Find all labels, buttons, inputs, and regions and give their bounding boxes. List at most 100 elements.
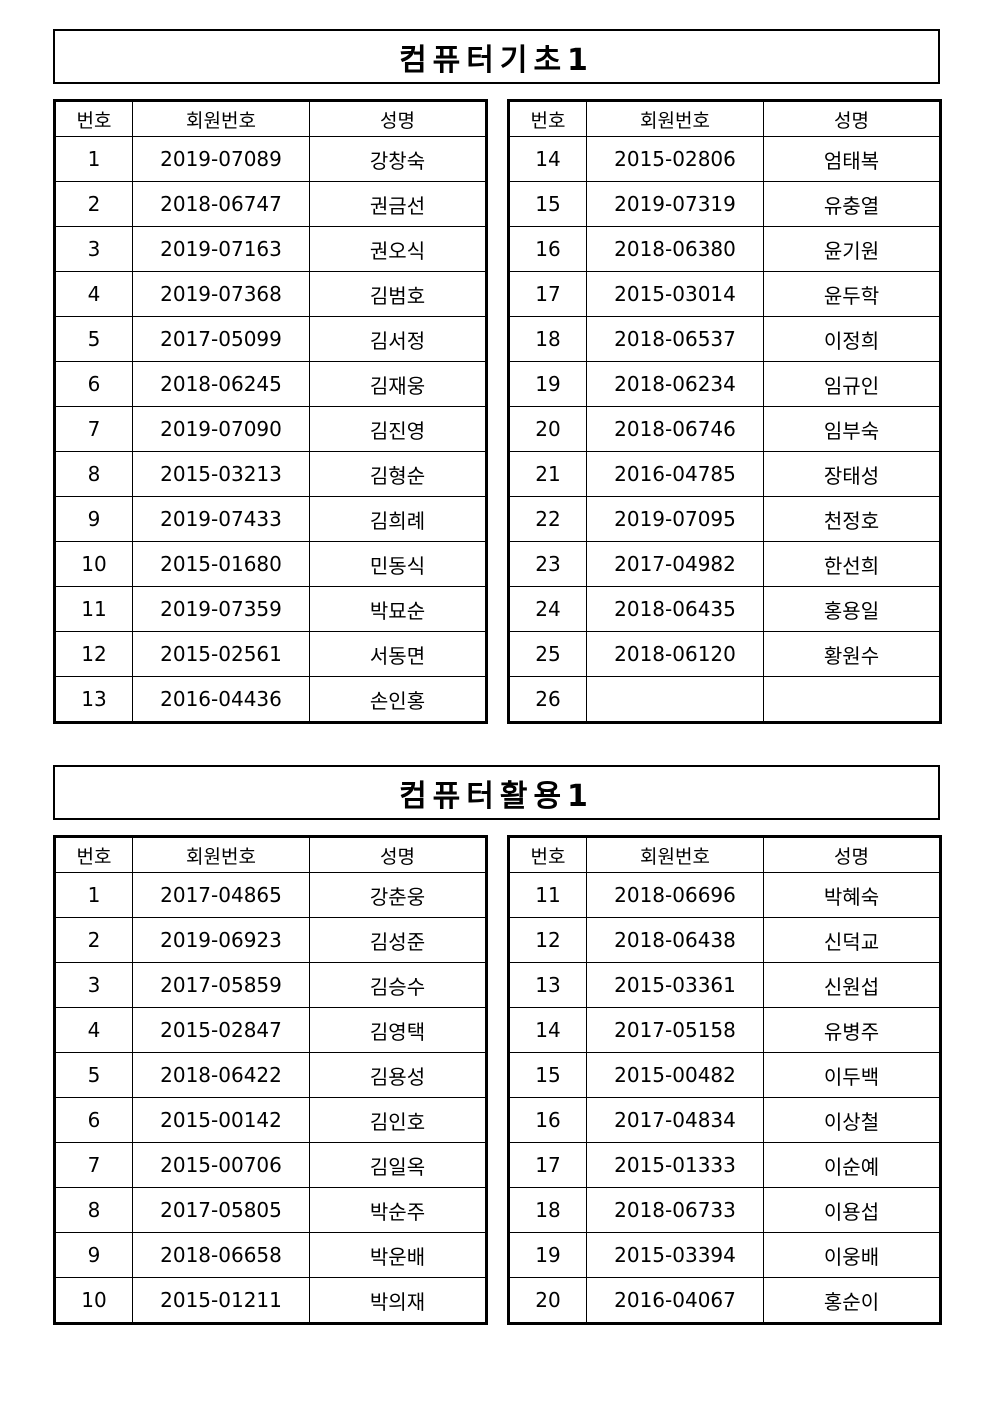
header-member-id: 회원번호 (586, 836, 764, 873)
name-cell: 김형순 (309, 451, 487, 497)
header-row: 번호 회원번호 성명 (54, 836, 487, 873)
member-id-cell: 2016-04067 (586, 1277, 764, 1324)
table-row: 18 2018-06537 이정희 (508, 316, 941, 362)
table-row: 11 2018-06696 박혜숙 (508, 872, 941, 918)
member-id-cell: 2019-07090 (132, 406, 310, 452)
table-row: 10 2015-01211 박의재 (54, 1277, 487, 1324)
name-cell: 김인호 (309, 1097, 487, 1143)
section-title: 컴퓨터기초1 (53, 29, 940, 84)
table-row: 14 2015-02806 엄태복 (508, 136, 941, 182)
table-row: 4 2019-07368 김범호 (54, 271, 487, 317)
number-cell: 17 (508, 1142, 587, 1188)
name-cell: 임부숙 (763, 406, 941, 452)
member-id-cell: 2016-04436 (132, 676, 310, 723)
number-cell: 24 (508, 586, 587, 632)
member-id-cell: 2019-07319 (586, 181, 764, 227)
name-cell: 이상철 (763, 1097, 941, 1143)
number-cell: 15 (508, 1052, 587, 1098)
name-cell: 김범호 (309, 271, 487, 317)
name-cell: 김승수 (309, 962, 487, 1008)
table-row: 21 2016-04785 장태성 (508, 451, 941, 497)
number-cell: 23 (508, 541, 587, 587)
name-cell: 김희례 (309, 496, 487, 542)
table-row: 7 2019-07090 김진영 (54, 406, 487, 452)
name-cell: 이두백 (763, 1052, 941, 1098)
table-row: 22 2019-07095 천정호 (508, 496, 941, 542)
number-cell: 19 (508, 361, 587, 407)
name-cell: 박의재 (309, 1277, 487, 1324)
table-row: 12 2018-06438 신덕교 (508, 917, 941, 963)
table-row: 8 2017-05805 박순주 (54, 1187, 487, 1233)
table-row: 4 2015-02847 김영택 (54, 1007, 487, 1053)
member-id-cell: 2015-01680 (132, 541, 310, 587)
number-cell: 1 (54, 136, 133, 182)
number-cell: 7 (54, 406, 133, 452)
table-row: 5 2018-06422 김용성 (54, 1052, 487, 1098)
header-name: 성명 (763, 100, 941, 137)
header-number: 번호 (54, 100, 133, 137)
member-id-cell: 2018-06422 (132, 1052, 310, 1098)
number-cell: 6 (54, 361, 133, 407)
number-cell: 11 (54, 586, 133, 632)
header-member-id: 회원번호 (132, 100, 310, 137)
name-cell: 이웅배 (763, 1232, 941, 1278)
header-row: 번호 회원번호 성명 (54, 100, 487, 137)
number-cell: 17 (508, 271, 587, 317)
header-member-id: 회원번호 (132, 836, 310, 873)
member-id-cell: 2017-05859 (132, 962, 310, 1008)
name-cell: 이순예 (763, 1142, 941, 1188)
number-cell: 10 (54, 541, 133, 587)
header-member-id: 회원번호 (586, 100, 764, 137)
name-cell: 김성준 (309, 917, 487, 963)
table-row: 12 2015-02561 서동면 (54, 631, 487, 677)
header-number: 번호 (508, 836, 587, 873)
number-cell: 25 (508, 631, 587, 677)
number-cell: 19 (508, 1232, 587, 1278)
header-name: 성명 (763, 836, 941, 873)
member-id-cell: 2015-00482 (586, 1052, 764, 1098)
name-cell: 강춘웅 (309, 872, 487, 918)
member-id-cell: 2017-04865 (132, 872, 310, 918)
name-cell: 신원섭 (763, 962, 941, 1008)
name-cell: 유병주 (763, 1007, 941, 1053)
number-cell: 14 (508, 1007, 587, 1053)
number-cell: 9 (54, 496, 133, 542)
header-row: 번호 회원번호 성명 (508, 100, 941, 137)
member-id-cell: 2015-00706 (132, 1142, 310, 1188)
member-id-cell: 2017-04982 (586, 541, 764, 587)
table-row: 7 2015-00706 김일옥 (54, 1142, 487, 1188)
member-id-cell: 2017-05805 (132, 1187, 310, 1233)
header-row: 번호 회원번호 성명 (508, 836, 941, 873)
table-row: 25 2018-06120 황원수 (508, 631, 941, 677)
member-id-cell: 2017-05099 (132, 316, 310, 362)
member-id-cell: 2019-07089 (132, 136, 310, 182)
table-row: 16 2018-06380 윤기원 (508, 226, 941, 272)
number-cell: 22 (508, 496, 587, 542)
number-cell: 16 (508, 1097, 587, 1143)
name-cell: 임규인 (763, 361, 941, 407)
table-row: 17 2015-01333 이순예 (508, 1142, 941, 1188)
member-id-cell: 2015-02806 (586, 136, 764, 182)
number-cell: 15 (508, 181, 587, 227)
number-cell: 3 (54, 962, 133, 1008)
name-cell (763, 676, 941, 723)
name-cell: 장태성 (763, 451, 941, 497)
table-row: 3 2017-05859 김승수 (54, 962, 487, 1008)
number-cell: 2 (54, 917, 133, 963)
member-id-cell: 2018-06438 (586, 917, 764, 963)
number-cell: 12 (508, 917, 587, 963)
table-row: 10 2015-01680 민동식 (54, 541, 487, 587)
number-cell: 5 (54, 1052, 133, 1098)
name-cell: 신덕교 (763, 917, 941, 963)
table-row: 5 2017-05099 김서정 (54, 316, 487, 362)
table-row: 19 2015-03394 이웅배 (508, 1232, 941, 1278)
number-cell: 12 (54, 631, 133, 677)
table-row: 23 2017-04982 한선희 (508, 541, 941, 587)
name-cell: 서동면 (309, 631, 487, 677)
number-cell: 1 (54, 872, 133, 918)
name-cell: 홍순이 (763, 1277, 941, 1324)
member-id-cell: 2018-06746 (586, 406, 764, 452)
number-cell: 18 (508, 1187, 587, 1233)
name-cell: 민동식 (309, 541, 487, 587)
member-id-cell: 2015-01333 (586, 1142, 764, 1188)
